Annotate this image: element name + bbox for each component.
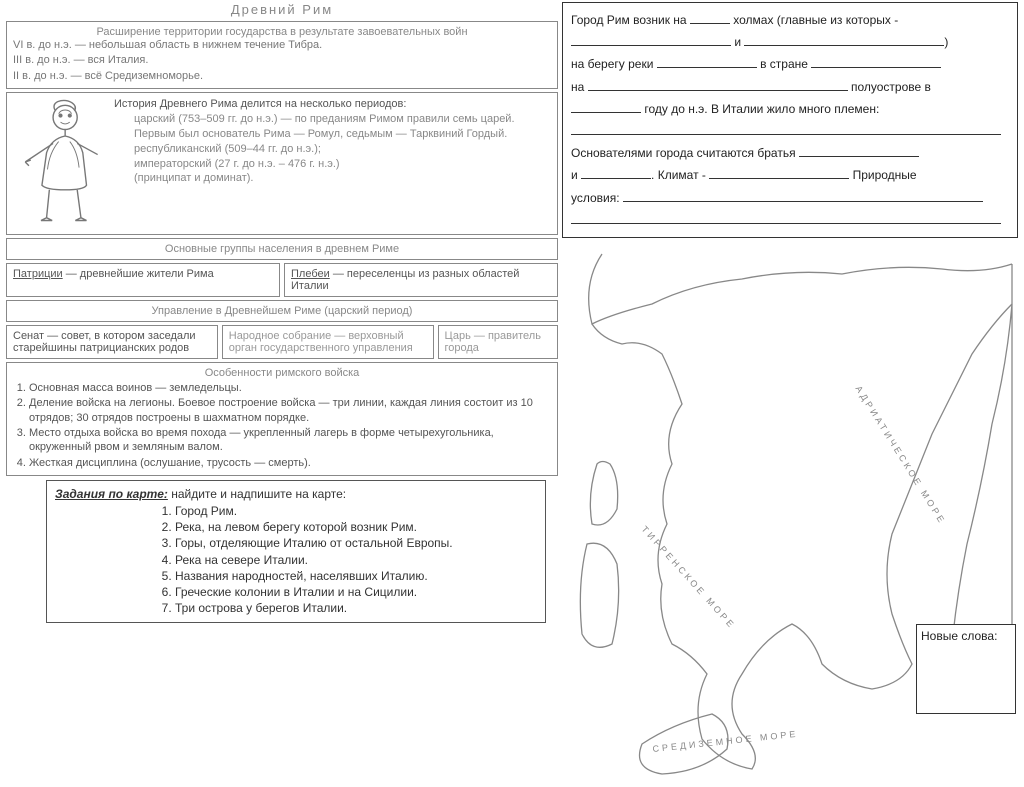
f1b: холмах (главные из которых - bbox=[730, 13, 898, 27]
plebeians-u: Плебеи bbox=[291, 268, 330, 280]
army-3: Место отдыха войска во время похода — ук… bbox=[29, 426, 551, 455]
f5a: году до н.э. В Италии жило много племен: bbox=[641, 102, 879, 116]
task-2: Река, на левом берегу которой возник Рим… bbox=[175, 519, 537, 535]
period-2: республиканский (509–44 гг. до н.э.); bbox=[134, 142, 551, 157]
f1a: Город Рим возник на bbox=[571, 13, 690, 27]
f3a: на берегу реки bbox=[571, 57, 657, 71]
task-3: Горы, отделяющие Италию от остальной Евр… bbox=[175, 535, 537, 551]
task-1: Город Рим. bbox=[175, 503, 537, 519]
army-2: Деление войска на легионы. Боевое постро… bbox=[29, 396, 551, 425]
tasks-title: Задания по карте: bbox=[55, 487, 168, 501]
f3b: в стране bbox=[757, 57, 812, 71]
f8c: Природные bbox=[849, 168, 916, 182]
groups-header-box: Основные группы населения в древнем Риме bbox=[6, 238, 558, 260]
blank-cond2[interactable] bbox=[571, 212, 1001, 224]
expansion-box: Расширение территории государства в резу… bbox=[6, 21, 558, 89]
patricians-u: Патриции bbox=[13, 268, 63, 280]
new-words-label: Новые слова: bbox=[921, 629, 997, 643]
gov-header: Управление в Древнейшем Риме (царский пе… bbox=[13, 305, 551, 317]
periods-intro: История Древнего Рима делится на несколь… bbox=[114, 97, 551, 112]
blank-hill2[interactable] bbox=[744, 34, 944, 46]
blank-hills[interactable] bbox=[690, 12, 730, 24]
blank-tribes[interactable] bbox=[571, 123, 1001, 135]
gov-header-box: Управление в Древнейшем Риме (царский пе… bbox=[6, 300, 558, 322]
exp-l1: VI в. до н.э. — небольшая область в нижн… bbox=[13, 38, 551, 53]
blank-hill1[interactable] bbox=[571, 34, 731, 46]
army-box: Особенности римского войска Основная мас… bbox=[6, 362, 558, 476]
new-words-box: Новые слова: bbox=[916, 624, 1016, 714]
plebeians-box: Плебеи — переселенцы из разных областей … bbox=[284, 263, 558, 297]
italy-map: АДРИАТИЧЕСКОЕ МОРЕ ТИРРЕНСКОЕ МОРЕ СРЕДИ… bbox=[562, 244, 1018, 784]
task-7: Три острова у берегов Италии. bbox=[175, 600, 537, 616]
groups-header: Основные группы населения в древнем Риме bbox=[13, 243, 551, 255]
exp-l3: II в. до н.э. — всё Средиземноморье. bbox=[13, 69, 551, 84]
blank-bro1[interactable] bbox=[799, 145, 919, 157]
periods-box: История Древнего Рима делится на несколь… bbox=[6, 92, 558, 235]
army-header: Особенности римского войска bbox=[13, 367, 551, 379]
patricians-t: — древнейшие жители Рима bbox=[63, 268, 214, 280]
blank-river[interactable] bbox=[657, 56, 757, 68]
task-4: Река на севере Италии. bbox=[175, 552, 537, 568]
f2a: и bbox=[731, 35, 744, 49]
f4b: полуострове в bbox=[848, 80, 931, 94]
f7a: Основателями города считаются братья bbox=[571, 146, 799, 160]
tasks-sub: найдите и надпишите на карте: bbox=[168, 487, 346, 501]
period-4: (принципат и доминат). bbox=[134, 171, 551, 186]
fill-in-box: Город Рим возник на холмах (главные из к… bbox=[562, 2, 1018, 238]
main-title: Древний Рим bbox=[6, 2, 558, 17]
task-6: Греческие колонии в Италии и на Сицилии. bbox=[175, 584, 537, 600]
roman-figure-icon bbox=[13, 97, 108, 230]
patricians-box: Патриции — древнейшие жители Рима bbox=[6, 263, 280, 297]
blank-country[interactable] bbox=[811, 56, 941, 68]
blank-bro2[interactable] bbox=[581, 167, 651, 179]
f8a: и bbox=[571, 168, 581, 182]
blank-peninsula[interactable] bbox=[588, 79, 848, 91]
senate-box: Сенат — совет, в котором заседали старей… bbox=[6, 325, 218, 359]
periods-text: История Древнего Рима делится на несколь… bbox=[114, 97, 551, 230]
period-1: царский (753–509 гг. до н.э.) — по преда… bbox=[134, 112, 551, 142]
f4a: на bbox=[571, 80, 588, 94]
blank-climate[interactable] bbox=[709, 167, 849, 179]
period-3: императорский (27 г. до н.э. – 476 г. н.… bbox=[134, 157, 551, 172]
assembly-box: Народное собрание — верховный орган госу… bbox=[222, 325, 434, 359]
blank-cond1[interactable] bbox=[623, 190, 983, 202]
f9a: условия: bbox=[571, 191, 623, 205]
army-1: Основная масса воинов — земледельцы. bbox=[29, 381, 551, 395]
army-4: Жесткая дисциплина (ослушание, трусость … bbox=[29, 456, 551, 470]
exp-l2: III в. до н.э. — вся Италия. bbox=[13, 53, 551, 68]
f2b: ) bbox=[944, 35, 948, 49]
f8b: . Климат - bbox=[651, 168, 709, 182]
tsar-box: Царь — правитель города bbox=[438, 325, 558, 359]
task-5: Названия народностей, населявших Италию. bbox=[175, 568, 537, 584]
tasks-box: Задания по карте: найдите и надпишите на… bbox=[46, 480, 546, 623]
expansion-header: Расширение территории государства в резу… bbox=[13, 26, 551, 38]
blank-year[interactable] bbox=[571, 101, 641, 113]
